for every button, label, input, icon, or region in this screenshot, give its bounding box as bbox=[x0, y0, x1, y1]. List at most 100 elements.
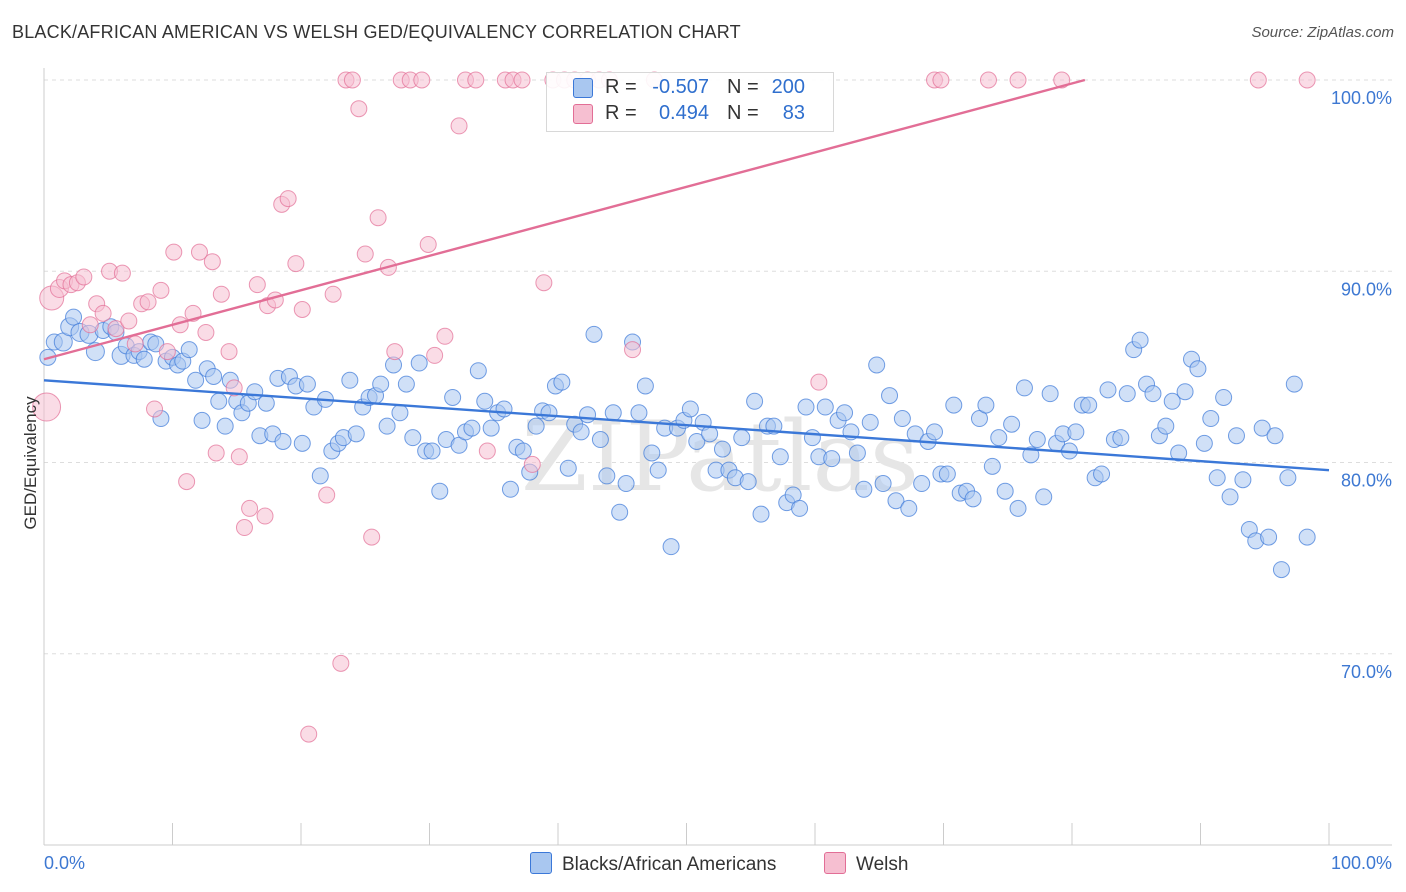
legend-swatch-blue bbox=[573, 78, 593, 98]
data-point bbox=[235, 519, 253, 537]
data-point bbox=[298, 375, 316, 393]
data-point bbox=[347, 425, 365, 443]
data-point bbox=[397, 375, 415, 393]
data-point bbox=[649, 461, 667, 479]
data-point bbox=[212, 285, 230, 303]
data-point bbox=[881, 387, 899, 405]
data-point bbox=[1067, 423, 1085, 441]
data-point bbox=[318, 486, 336, 504]
data-point bbox=[746, 392, 764, 410]
data-point bbox=[527, 417, 545, 435]
data-point bbox=[203, 253, 221, 271]
data-point bbox=[996, 482, 1014, 500]
data-point bbox=[1221, 488, 1239, 506]
data-point bbox=[713, 440, 731, 458]
data-point bbox=[1189, 360, 1207, 378]
data-point bbox=[257, 394, 275, 412]
data-point bbox=[604, 404, 622, 422]
data-point bbox=[356, 245, 374, 263]
data-point bbox=[643, 444, 661, 462]
data-point bbox=[220, 343, 238, 361]
data-point bbox=[1298, 528, 1316, 546]
data-point bbox=[1163, 392, 1181, 410]
legend-n-value: 200 bbox=[771, 76, 805, 98]
data-point bbox=[938, 465, 956, 483]
data-point bbox=[266, 291, 284, 309]
data-point bbox=[926, 423, 944, 441]
data-point bbox=[523, 455, 541, 473]
data-point bbox=[1195, 434, 1213, 452]
data-point bbox=[165, 243, 183, 261]
data-point bbox=[75, 268, 93, 286]
data-point bbox=[1208, 469, 1226, 487]
chart-title: BLACK/AFRICAN AMERICAN VS WELSH GED/EQUI… bbox=[12, 22, 741, 42]
data-point bbox=[797, 398, 815, 416]
data-point bbox=[332, 654, 350, 672]
data-point bbox=[1112, 429, 1130, 447]
legend-r-value: -0.507 bbox=[652, 76, 709, 98]
data-point bbox=[1157, 417, 1175, 435]
data-point bbox=[791, 499, 809, 517]
data-point bbox=[1249, 71, 1267, 89]
y-axis-label: GED/Equivalency bbox=[21, 396, 40, 530]
data-point bbox=[180, 341, 198, 359]
data-point bbox=[463, 419, 481, 437]
data-point bbox=[1118, 385, 1136, 403]
data-point bbox=[65, 308, 83, 326]
data-point bbox=[113, 264, 131, 282]
legend-r-label: R = bbox=[605, 102, 637, 124]
data-point bbox=[241, 499, 259, 517]
data-point bbox=[979, 71, 997, 89]
data-point bbox=[324, 285, 342, 303]
y-tick-label: 70.0% bbox=[1341, 662, 1392, 682]
data-point bbox=[540, 404, 558, 422]
data-point bbox=[598, 467, 616, 485]
data-point bbox=[1227, 427, 1245, 445]
data-point bbox=[887, 492, 905, 510]
data-point bbox=[733, 429, 751, 447]
bottom-legend-swatch-pink bbox=[824, 852, 846, 874]
data-point bbox=[197, 323, 215, 341]
data-point bbox=[178, 473, 196, 491]
trend-line-blacks bbox=[43, 379, 1330, 472]
data-point bbox=[514, 442, 532, 460]
legend-n-value: 83 bbox=[782, 102, 805, 124]
data-point bbox=[158, 343, 176, 361]
data-point bbox=[803, 429, 821, 447]
data-point bbox=[444, 388, 462, 406]
data-point bbox=[478, 442, 496, 460]
data-point bbox=[893, 410, 911, 428]
data-point bbox=[990, 429, 1008, 447]
y-tick-label: 100.0% bbox=[1331, 88, 1392, 108]
data-point bbox=[135, 350, 153, 368]
data-point bbox=[426, 346, 444, 364]
data-point bbox=[553, 373, 571, 391]
data-point bbox=[391, 404, 409, 422]
data-point bbox=[369, 209, 387, 227]
bottom-legend-label-blacks: Blacks/African Americans bbox=[562, 854, 777, 875]
data-point bbox=[467, 71, 485, 89]
data-point bbox=[1234, 471, 1252, 489]
data-point bbox=[1285, 375, 1303, 393]
data-point bbox=[624, 341, 642, 359]
data-point bbox=[932, 71, 950, 89]
series-welsh-points bbox=[32, 71, 1316, 743]
data-point bbox=[535, 274, 553, 292]
data-point bbox=[1093, 465, 1111, 483]
data-point bbox=[662, 538, 680, 556]
data-point bbox=[210, 392, 228, 410]
data-point bbox=[1215, 388, 1233, 406]
x-tick-label-min: 0.0% bbox=[44, 853, 85, 873]
data-point bbox=[81, 316, 99, 334]
data-point bbox=[293, 301, 311, 318]
data-point bbox=[372, 375, 390, 393]
y-tick-label: 90.0% bbox=[1341, 279, 1392, 299]
data-point bbox=[193, 411, 211, 429]
data-point bbox=[591, 431, 609, 449]
data-point bbox=[482, 419, 500, 437]
data-point bbox=[207, 444, 225, 462]
data-point bbox=[431, 482, 449, 500]
data-point bbox=[120, 312, 138, 330]
data-point bbox=[419, 235, 437, 253]
